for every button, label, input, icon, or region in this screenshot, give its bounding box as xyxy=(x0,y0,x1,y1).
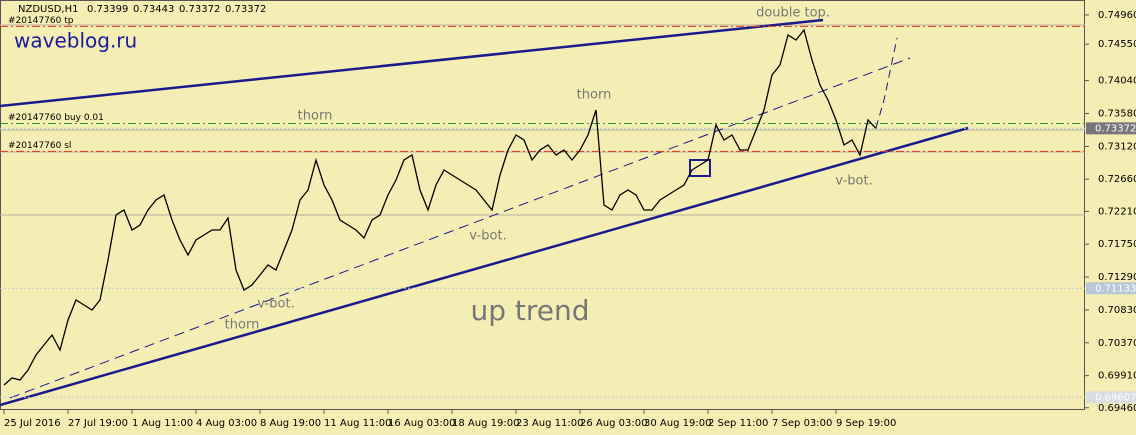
y-tick-label: 0.71290 xyxy=(1098,272,1136,283)
watermark: waveblog.ru xyxy=(14,29,137,53)
y-tick-label: 0.71750 xyxy=(1098,239,1136,250)
annotation: thorn xyxy=(298,109,333,124)
ohlc-value: 0.73372 xyxy=(179,4,220,15)
y-tick-label: 0.74960 xyxy=(1098,10,1136,21)
y-tick-label: 0.70830 xyxy=(1098,305,1136,316)
annotation: up trend xyxy=(470,294,589,327)
x-tick-label: 30 Aug 19:00 xyxy=(644,418,711,429)
y-tick-label: 0.72660 xyxy=(1098,174,1136,185)
x-tick-label: 11 Aug 11:00 xyxy=(324,418,391,429)
x-tick-label: 4 Aug 03:00 xyxy=(196,418,257,429)
annotation: v-bot. xyxy=(469,229,506,244)
y-tick-label: 0.70370 xyxy=(1098,338,1136,349)
x-tick-label: 25 Jul 2016 xyxy=(4,418,61,429)
levels xyxy=(0,24,1085,216)
x-tick-label: 27 Jul 19:00 xyxy=(68,418,128,429)
order-label: #20147760 sl xyxy=(8,141,71,151)
price-label: 0.69607 xyxy=(1095,392,1136,403)
order-label: #20147760 tp xyxy=(8,16,74,26)
plot-frame xyxy=(0,0,1085,410)
y-tick-label: 0.72210 xyxy=(1098,206,1136,217)
support-line xyxy=(0,126,969,407)
y-tick-label: 0.74550 xyxy=(1098,39,1136,50)
x-tick-label: 26 Aug 03:00 xyxy=(580,418,647,429)
box xyxy=(689,159,711,177)
x-tick-label: 16 Aug 03:00 xyxy=(388,418,455,429)
x-tick-label: 9 Sep 19:00 xyxy=(836,418,896,429)
annotation: thorn xyxy=(225,318,260,333)
y-tick-label: 0.73120 xyxy=(1098,141,1136,152)
price-box xyxy=(1086,282,1136,295)
price-label: 0.71133 xyxy=(1095,283,1136,294)
y-tick-label: 0.69910 xyxy=(1098,371,1136,382)
ohlc-value: 0.73443 xyxy=(133,4,174,15)
y-tick-label: 0.73580 xyxy=(1098,109,1136,120)
price-line xyxy=(3,28,877,386)
annotation: thorn xyxy=(577,88,612,103)
chart-title: NZDUSD,H1 xyxy=(18,4,78,15)
annotation: v-bot. xyxy=(835,174,872,189)
y-tick-label: 0.74040 xyxy=(1098,76,1136,87)
ohlc-value: 0.73399 xyxy=(87,4,128,15)
price-label: 0.73372 xyxy=(1095,123,1136,134)
price-box xyxy=(1086,391,1136,404)
y-tick-label: 0.69460 xyxy=(1098,403,1136,414)
x-tick-label: 7 Sep 03:00 xyxy=(772,418,832,429)
x-tick-label: 8 Aug 19:00 xyxy=(260,418,321,429)
x-tick-label: 18 Aug 19:00 xyxy=(452,418,519,429)
order-label: #20147760 buy 0.01 xyxy=(8,113,104,123)
annotation: v-bot. xyxy=(257,297,294,312)
resistance-line xyxy=(0,18,824,108)
x-tick-label: 1 Aug 11:00 xyxy=(132,418,193,429)
channel-line xyxy=(9,57,911,399)
ohlc-value: 0.73372 xyxy=(225,4,266,15)
trend-lines xyxy=(0,18,969,407)
x-tick-label: 23 Aug 11:00 xyxy=(516,418,583,429)
x-tick-label: 2 Sep 11:00 xyxy=(708,418,768,429)
projection-line xyxy=(875,37,898,129)
price-box xyxy=(1086,122,1136,135)
annotation: double top. xyxy=(756,6,830,21)
